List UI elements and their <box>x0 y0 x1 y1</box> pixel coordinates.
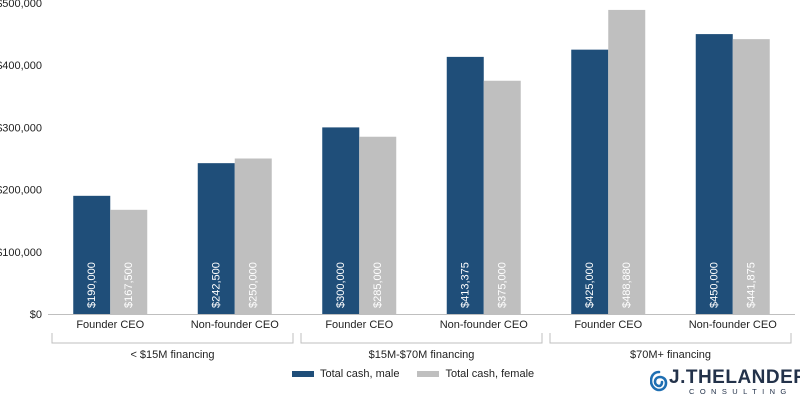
category-label: Non-founder CEO <box>689 319 777 331</box>
bar-male <box>322 127 360 315</box>
data-label: $413,375 <box>459 262 471 308</box>
bar-male <box>571 49 609 315</box>
category-label: Non-founder CEO <box>440 319 528 331</box>
company-logo: J.THELANDER CONSULTING <box>650 367 800 398</box>
bar-female <box>483 80 521 314</box>
bar-male <box>695 34 733 314</box>
bar-male <box>73 195 111 314</box>
chart-legend: Total cash, male Total cash, female <box>292 368 534 380</box>
group-label: < $15M financing <box>130 349 214 361</box>
legend-label-female: Total cash, female <box>445 368 535 380</box>
logo-name: J.THELANDER <box>669 367 800 388</box>
y-tick-label: $200,000 <box>0 185 42 197</box>
y-tick-label: $300,000 <box>0 122 42 134</box>
legend-item-male: Total cash, male <box>292 368 399 380</box>
legend-item-female: Total cash, female <box>417 368 534 380</box>
bar-female <box>608 9 646 315</box>
group-label: $15M-$70M financing <box>369 349 475 361</box>
bar-female <box>359 136 397 314</box>
group-bracket <box>549 333 792 344</box>
legend-label-male: Total cash, male <box>320 368 400 380</box>
data-label: $425,000 <box>584 262 596 308</box>
data-label: $242,500 <box>210 262 222 308</box>
data-label: $450,000 <box>708 262 720 308</box>
y-tick-label: $400,000 <box>0 60 42 72</box>
group-bracket <box>300 333 543 344</box>
data-label: $190,000 <box>86 262 98 308</box>
category-label: Founder CEO <box>325 319 393 331</box>
y-tick-label: $100,000 <box>0 247 42 259</box>
group-label: $70M+ financing <box>630 349 711 361</box>
data-label: $488,880 <box>621 262 633 308</box>
legend-swatch-female <box>417 371 440 377</box>
data-label: $441,875 <box>745 262 757 308</box>
y-tick-label: $500,000 <box>0 0 42 10</box>
logo-subtitle: CONSULTING <box>689 387 792 396</box>
group-bracket <box>51 333 294 344</box>
legend-swatch-male <box>292 371 314 377</box>
data-label: $167,500 <box>123 262 135 308</box>
bar-female <box>234 158 272 314</box>
bar-female <box>110 209 148 314</box>
data-label: $375,000 <box>496 262 508 308</box>
category-label: Non-founder CEO <box>191 319 279 331</box>
y-tick-label: $0 <box>30 309 42 321</box>
category-label: Founder CEO <box>574 319 642 331</box>
category-label: Founder CEO <box>76 319 144 331</box>
data-label: $250,000 <box>247 262 259 308</box>
data-label: $300,000 <box>335 262 347 308</box>
bar-male <box>446 56 484 315</box>
swirl-logo-icon <box>650 370 668 392</box>
data-label: $285,000 <box>372 262 384 308</box>
bar-female <box>732 39 770 315</box>
bar-male <box>197 163 235 314</box>
